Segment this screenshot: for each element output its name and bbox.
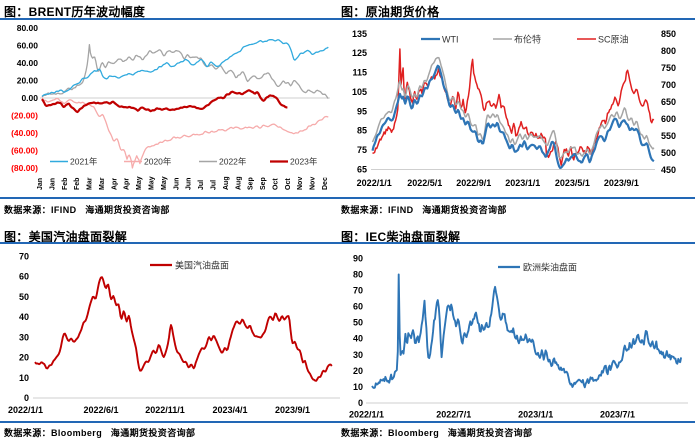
svg-text:Feb: Feb [74,178,81,190]
svg-text:70: 70 [19,252,29,262]
svg-text:850: 850 [661,29,676,39]
svg-text:2023/1/1: 2023/1/1 [505,178,540,188]
svg-text:20: 20 [353,366,363,376]
svg-text:Jul: Jul [211,180,218,190]
svg-text:2022/9/1: 2022/9/1 [456,178,491,188]
svg-text:2022/11/1: 2022/11/1 [145,405,185,415]
svg-text:欧洲柴油盘面: 欧洲柴油盘面 [523,262,577,273]
svg-text:10: 10 [353,382,363,392]
svg-text:Apr: Apr [124,178,131,190]
svg-text:30: 30 [19,332,29,342]
svg-text:Mar: Mar [99,177,106,190]
svg-text:2023/7/1: 2023/7/1 [600,410,635,420]
svg-text:80.00: 80.00 [17,23,39,33]
svg-text:80: 80 [353,269,363,279]
svg-text:2023/9/1: 2023/9/1 [604,178,639,188]
svg-text:2022年: 2022年 [219,157,247,167]
svg-text:10: 10 [19,373,29,383]
svg-text:WTI: WTI [442,35,459,45]
svg-text:2022/1/1: 2022/1/1 [357,178,392,188]
svg-text:May: May [149,176,156,190]
svg-text:2020年: 2020年 [144,157,172,167]
svg-text:0.00: 0.00 [21,93,38,103]
svg-text:75: 75 [357,145,367,155]
svg-text:125: 125 [352,48,367,58]
svg-text:60: 60 [353,302,363,312]
svg-text:Jul: Jul [198,180,205,190]
svg-text:85: 85 [357,126,367,136]
svg-text:115: 115 [352,68,367,78]
svg-text:700: 700 [661,80,676,90]
svg-text:800: 800 [661,46,676,56]
svg-text:650: 650 [661,97,676,107]
svg-text:50: 50 [19,292,29,302]
svg-text:Jun: Jun [173,178,180,190]
svg-text:2023年: 2023年 [290,157,318,167]
svg-text:105: 105 [352,87,367,97]
svg-text:0: 0 [24,393,29,403]
svg-text:450: 450 [661,165,676,175]
svg-text:2022/1/1: 2022/1/1 [349,410,384,420]
svg-text:90: 90 [353,253,363,263]
svg-text:40: 40 [19,312,29,322]
svg-text:Aug: Aug [235,176,242,190]
svg-text:2022/1/1: 2022/1/1 [8,405,43,415]
svg-text:2022/6/1: 2022/6/1 [83,405,118,415]
svg-text:750: 750 [661,63,676,73]
svg-text:Feb: Feb [62,178,69,190]
svg-text:20: 20 [19,353,29,363]
svg-text:(20.00): (20.00) [11,111,38,121]
svg-text:550: 550 [661,131,676,141]
svg-text:2022/7/1: 2022/7/1 [436,410,471,420]
svg-text:2023/5/1: 2023/5/1 [555,178,590,188]
svg-text:135: 135 [352,29,367,39]
svg-text:60: 60 [19,272,29,282]
svg-text:20.00: 20.00 [17,76,39,86]
svg-text:May: May [161,176,168,190]
svg-text:May: May [136,176,143,190]
svg-text:60.00: 60.00 [17,41,39,51]
svg-text:Aug: Aug [223,176,230,190]
svg-text:(40.00): (40.00) [11,128,38,138]
svg-text:2022/5/1: 2022/5/1 [407,178,442,188]
svg-text:500: 500 [661,148,676,158]
svg-text:2023/1/1: 2023/1/1 [518,410,553,420]
svg-text:Jan: Jan [37,178,44,190]
svg-text:Dec: Dec [322,177,329,190]
svg-text:Sep: Sep [248,177,255,190]
svg-text:Jun: Jun [186,178,193,190]
svg-text:(80.00): (80.00) [11,163,38,173]
svg-text:Oct: Oct [272,178,279,190]
svg-text:Oct: Oct [285,178,292,190]
svg-text:70: 70 [353,285,363,295]
svg-text:Nov: Nov [297,177,304,190]
svg-text:65: 65 [357,165,367,175]
svg-text:40: 40 [353,334,363,344]
svg-text:Sep: Sep [260,177,267,190]
svg-text:SC原油: SC原油 [598,34,629,45]
svg-text:2023/9/1: 2023/9/1 [275,405,310,415]
svg-text:95: 95 [357,106,367,116]
svg-text:Jan: Jan [49,178,56,190]
svg-text:2023/4/1: 2023/4/1 [212,405,247,415]
svg-text:Apr: Apr [111,178,118,190]
svg-text:2021年: 2021年 [70,157,98,167]
svg-text:Nov: Nov [310,177,317,190]
svg-text:(60.00): (60.00) [11,146,38,156]
svg-text:600: 600 [661,114,676,124]
svg-text:50: 50 [353,318,363,328]
svg-text:30: 30 [353,350,363,360]
svg-text:布伦特: 布伦特 [514,34,541,45]
svg-text:40.00: 40.00 [17,58,39,68]
svg-text:美国汽油盘面: 美国汽油盘面 [175,260,229,271]
svg-text:0: 0 [358,398,363,408]
svg-text:Mar: Mar [87,177,94,190]
